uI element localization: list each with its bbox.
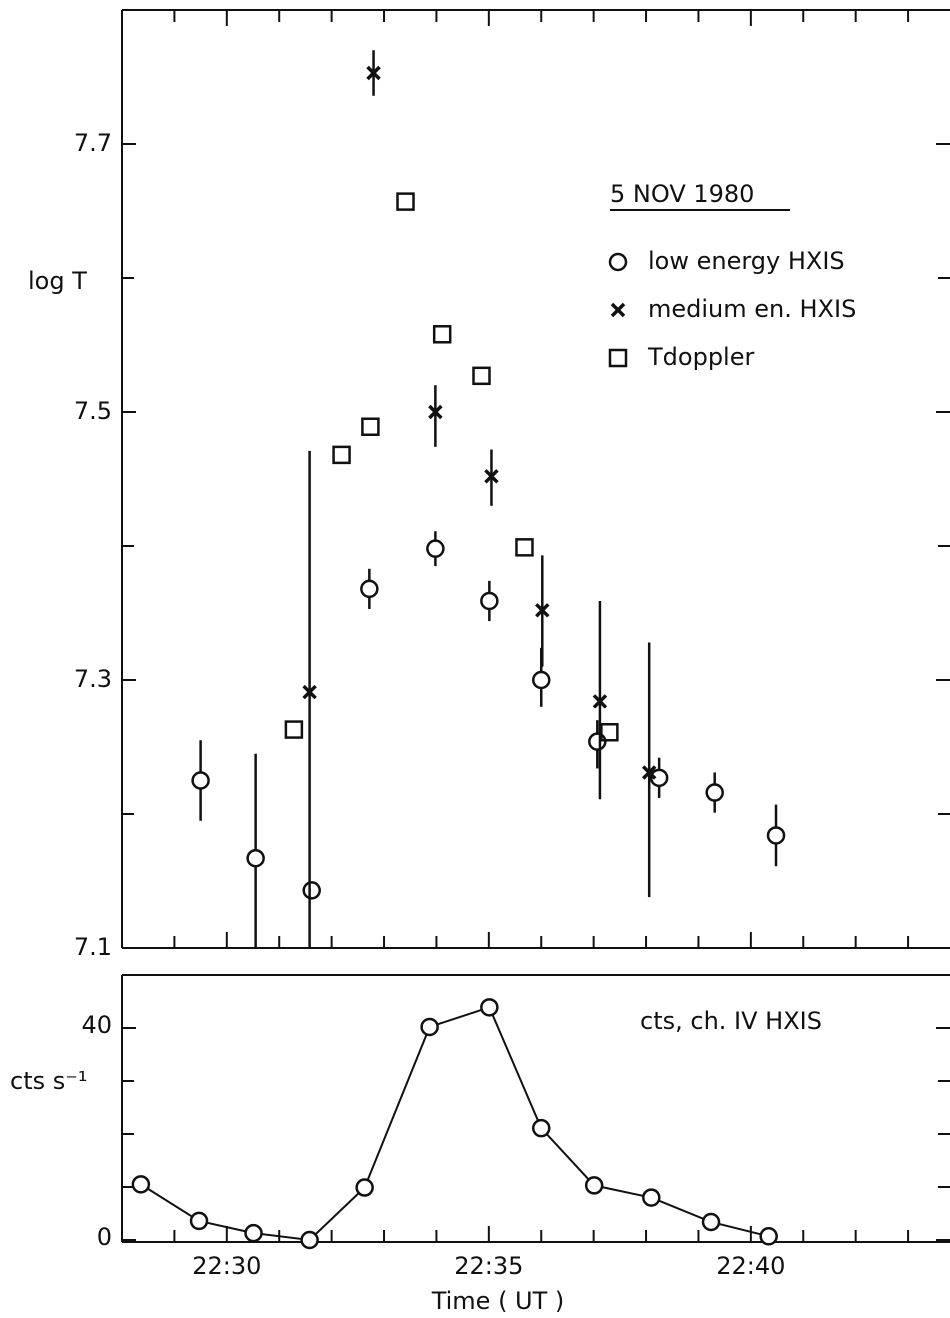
data-point bbox=[361, 417, 380, 436]
x-tick-label: 22:30 bbox=[192, 1252, 261, 1280]
data-point bbox=[759, 1227, 778, 1246]
data-point bbox=[131, 1175, 151, 1194]
data-point bbox=[584, 1176, 604, 1195]
legend-label: low energy HXIS bbox=[648, 247, 845, 275]
data-point bbox=[300, 1230, 319, 1250]
data-point bbox=[705, 783, 724, 802]
data-point bbox=[531, 1118, 551, 1138]
x-tick-label: 22:35 bbox=[454, 1252, 523, 1280]
data-point bbox=[244, 1223, 263, 1243]
data-point bbox=[396, 192, 415, 211]
data-point bbox=[302, 684, 317, 700]
data-point bbox=[535, 603, 550, 618]
data-point bbox=[189, 1211, 209, 1231]
data-point bbox=[426, 539, 445, 558]
data-point bbox=[480, 998, 499, 1017]
x-axis-label: Time ( UT ) bbox=[431, 1287, 565, 1315]
data-point bbox=[332, 445, 351, 465]
data-point bbox=[420, 1017, 439, 1037]
y-tick-label: 7.3 bbox=[74, 665, 112, 693]
annotation: cts, ch. IV HXIS bbox=[640, 1007, 822, 1035]
data-point bbox=[302, 881, 321, 900]
data-point bbox=[592, 694, 608, 709]
legend-label: medium en. HXIS bbox=[648, 295, 856, 323]
x-tick-label: 22:40 bbox=[716, 1252, 785, 1280]
legend-label: Tdoppler bbox=[647, 343, 754, 371]
y-tick-label: 0 bbox=[97, 1223, 112, 1251]
data-point bbox=[432, 325, 452, 344]
data-point bbox=[355, 1178, 374, 1197]
data-point bbox=[246, 848, 265, 868]
data-point bbox=[642, 1188, 661, 1207]
data-point bbox=[472, 366, 491, 386]
data-point bbox=[588, 732, 607, 751]
data-point bbox=[191, 771, 210, 790]
data-point bbox=[428, 404, 443, 420]
y-tick-label: 7.1 bbox=[74, 933, 112, 961]
data-point bbox=[284, 720, 304, 739]
data-line bbox=[140, 1006, 769, 1242]
y-axis-label: log T bbox=[28, 267, 87, 295]
y-axis-label: cts s⁻¹ bbox=[10, 1067, 88, 1095]
data-point bbox=[641, 765, 657, 780]
legend-marker bbox=[608, 252, 628, 272]
y-tick-label: 7.5 bbox=[74, 397, 112, 425]
legend-marker bbox=[610, 302, 626, 318]
data-point bbox=[531, 670, 551, 690]
data-point bbox=[360, 579, 379, 599]
y-tick-label: 7.7 bbox=[74, 129, 112, 157]
data-point bbox=[649, 768, 669, 788]
data-point bbox=[484, 469, 499, 484]
legend-title: 5 NOV 1980 bbox=[610, 180, 754, 208]
data-point bbox=[366, 65, 381, 81]
data-point bbox=[766, 826, 786, 845]
data-point bbox=[600, 723, 619, 742]
data-point bbox=[701, 1212, 721, 1232]
data-point bbox=[515, 538, 534, 557]
legend-marker bbox=[608, 348, 628, 368]
data-point bbox=[480, 591, 499, 611]
y-tick-label: 40 bbox=[81, 1011, 112, 1039]
